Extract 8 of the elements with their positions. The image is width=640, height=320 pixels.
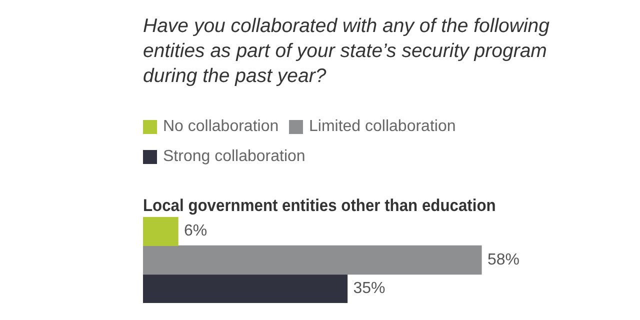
data-label: 35% [353,280,386,298]
chart-title: Have you collaborated with any of the following entities as part of your state’s security program during the past year? [143,14,550,89]
data-label: 6% [184,222,208,240]
legend-label: Strong collaboration [163,148,306,166]
data-label: 58% [487,251,520,268]
legend-label: No collaboration [163,118,279,136]
legend-label: Limited collaboration [309,118,456,136]
chart-subtitle: Local government entities other than education [143,196,496,216]
